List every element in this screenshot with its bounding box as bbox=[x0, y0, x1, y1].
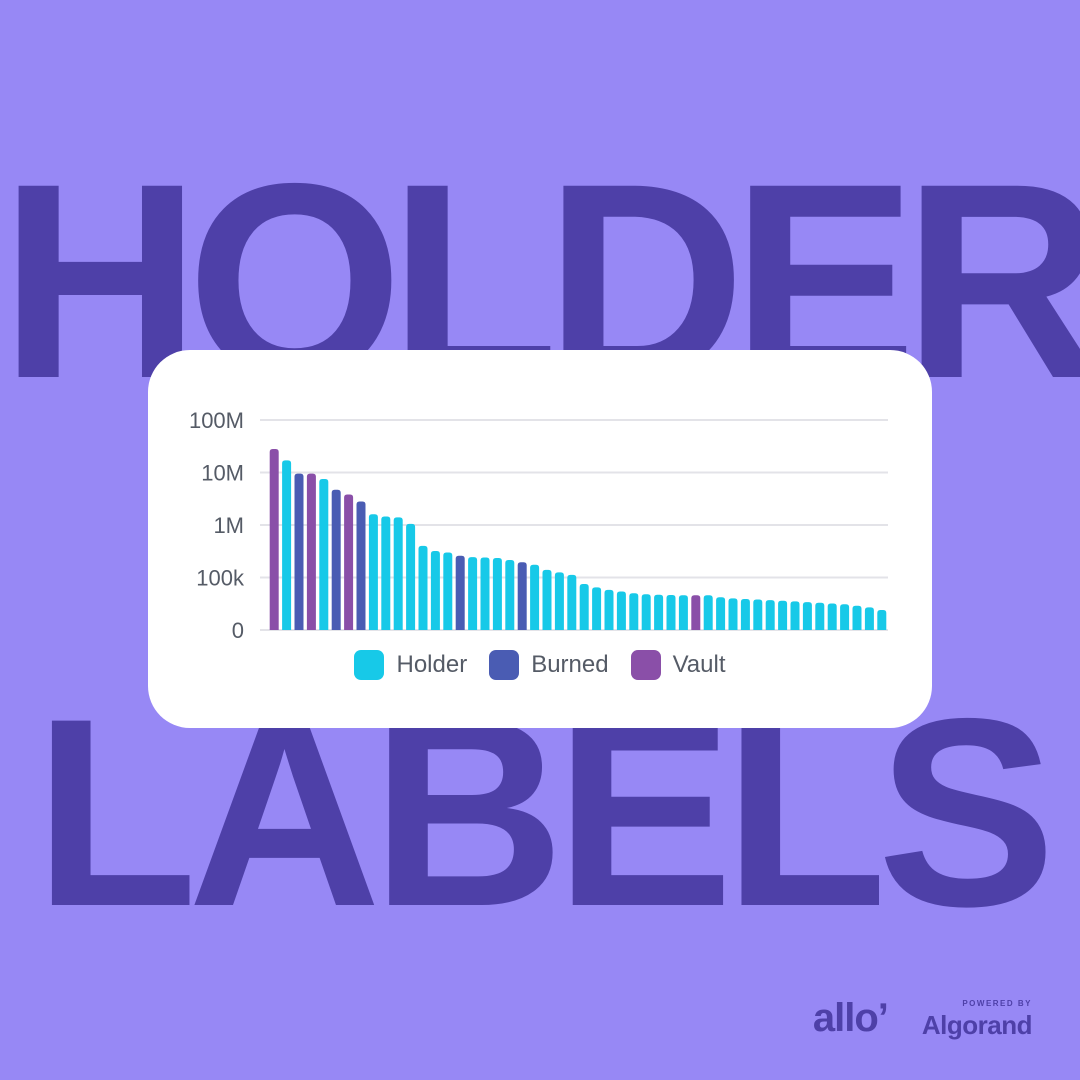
legend-swatch-holder bbox=[354, 650, 385, 680]
bar-holder bbox=[753, 599, 763, 630]
bar-holder bbox=[740, 598, 750, 630]
bar-holder bbox=[418, 545, 428, 630]
bar-holder bbox=[468, 557, 478, 630]
bar-holder bbox=[802, 602, 812, 630]
bar-holder bbox=[654, 594, 664, 630]
bar-holder bbox=[406, 523, 416, 630]
bar-burned bbox=[356, 501, 366, 630]
bar-holder bbox=[592, 587, 602, 630]
bar-holder bbox=[678, 595, 688, 630]
bar-holder bbox=[827, 603, 837, 630]
bar-holder bbox=[641, 594, 651, 630]
bar-holder bbox=[579, 584, 589, 630]
legend-label-holder: Holder bbox=[396, 651, 468, 678]
bar-burned bbox=[517, 562, 527, 630]
bar-chart: 100M 10M 1M 100k 0 bbox=[189, 408, 888, 643]
bar-holder bbox=[505, 560, 515, 630]
algorand-block: POWERED BY Algorand bbox=[921, 999, 1033, 1040]
bar-holder bbox=[530, 564, 540, 630]
bar-holder bbox=[381, 516, 391, 630]
bar-holder bbox=[443, 552, 453, 630]
y-tick-label: 1M bbox=[213, 513, 244, 538]
legend-swatch-burned bbox=[489, 650, 520, 680]
bar-holder bbox=[554, 572, 564, 630]
bar-holder bbox=[877, 610, 887, 630]
bar-holder bbox=[716, 597, 726, 630]
bar-holder bbox=[604, 589, 614, 630]
allo-logo: allo’ bbox=[812, 996, 889, 1040]
legend-label-vault: Vault bbox=[672, 651, 726, 678]
bar-holder bbox=[282, 460, 292, 630]
y-tick-label: 100M bbox=[189, 408, 244, 433]
y-tick-label: 0 bbox=[232, 618, 244, 643]
bar-holder bbox=[765, 600, 775, 630]
chart-card: 100M 10M 1M 100k 0 Holder Burned Vault bbox=[148, 350, 932, 728]
footer-logos: allo’ POWERED BY Algorand bbox=[812, 996, 1033, 1040]
algorand-logo: Algorand bbox=[921, 1010, 1033, 1040]
y-tick-label: 100k bbox=[196, 566, 245, 591]
powered-by-label: POWERED BY bbox=[962, 999, 1032, 1008]
bar-holder bbox=[703, 595, 713, 630]
bar-holder bbox=[319, 479, 329, 630]
bar-vault bbox=[306, 473, 316, 630]
bar-holder bbox=[492, 558, 502, 630]
bar-holder bbox=[368, 514, 378, 630]
bar-holder bbox=[728, 598, 738, 630]
bar-vault bbox=[269, 449, 279, 630]
legend-item-holder: Holder bbox=[354, 650, 467, 680]
y-tick-label: 10M bbox=[201, 461, 244, 486]
chart-legend: Holder Burned Vault bbox=[148, 650, 932, 680]
bar-holder bbox=[616, 591, 626, 630]
legend-label-burned: Burned bbox=[531, 651, 609, 678]
legend-item-vault: Vault bbox=[630, 650, 726, 680]
legend-swatch-vault bbox=[630, 650, 661, 680]
bar-holder bbox=[567, 574, 577, 630]
bar-holder bbox=[815, 602, 825, 630]
bar-holder bbox=[629, 593, 639, 630]
bar-holder bbox=[393, 517, 403, 630]
bar-holder bbox=[852, 605, 862, 630]
bar-holder bbox=[430, 550, 440, 630]
bar-vault bbox=[344, 494, 354, 630]
bar-holder bbox=[864, 607, 874, 630]
bar-holder bbox=[778, 600, 788, 630]
legend-item-burned: Burned bbox=[489, 650, 609, 680]
bar-holder bbox=[840, 604, 850, 630]
bar-holder bbox=[790, 601, 800, 630]
bar-burned bbox=[455, 555, 465, 630]
bar-holder bbox=[542, 569, 552, 630]
bar-burned bbox=[294, 473, 304, 630]
bar-holder bbox=[666, 594, 676, 630]
bar-vault bbox=[691, 595, 701, 630]
bar-burned bbox=[331, 489, 341, 630]
bar-holder bbox=[480, 557, 490, 630]
